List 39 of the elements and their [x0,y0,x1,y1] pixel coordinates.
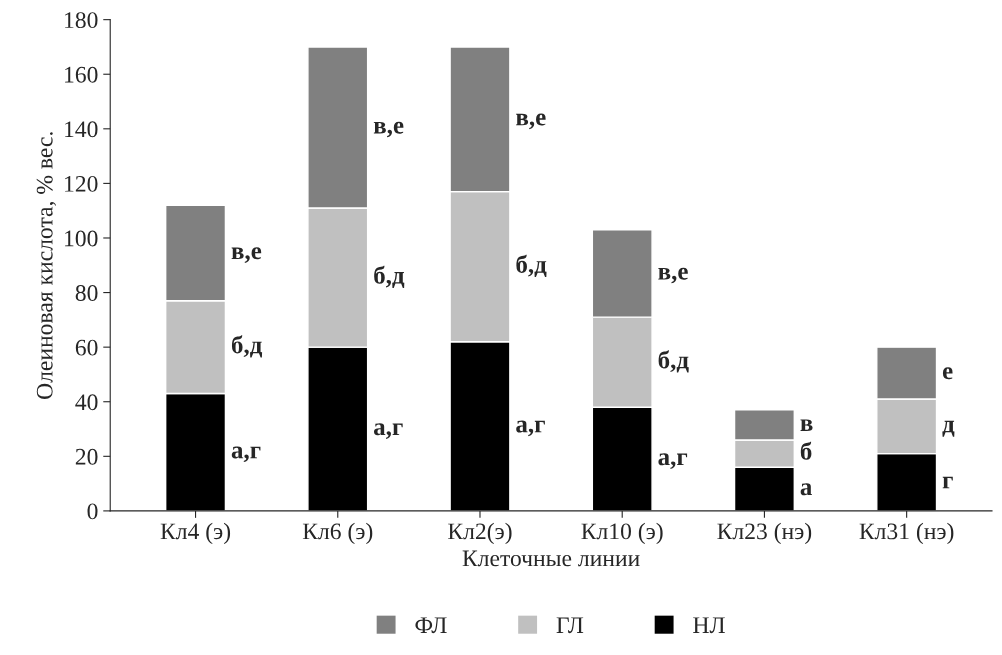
data-label: в,е [373,121,404,138]
y-tick-label: 180 [65,12,98,29]
legend-label: НЛ [693,617,725,634]
data-label: а,г [231,446,261,463]
data-label: б,д [374,265,405,288]
data-label: в [800,419,813,431]
data-label: а [800,483,812,496]
data-label: б [800,441,812,460]
x-tick-label: Кл6 (э) [302,522,373,545]
data-label: д [942,420,955,437]
y-tick-label: 120 [65,175,98,192]
y-tick-label: 140 [65,121,98,138]
data-label: в,е [516,113,546,130]
x-tick-label: Кл10 (э) [581,522,663,545]
data-label: а,г [658,453,688,469]
x-axis-title: Клеточные линии [462,550,640,567]
legend-label: ФЛ [415,617,447,634]
data-label: а,г [374,423,403,439]
y-axis-title: Олеиновая кислота, % вес. [36,132,57,399]
y-tick-label: 100 [65,230,98,247]
x-tick-label: Кл31 (нэ) [859,522,954,545]
data-label: е [942,367,953,380]
y-tick-label: 40 [75,394,98,411]
legend-label: ГЛ [556,617,584,634]
data-label: в,е [658,267,688,284]
data-label: б,д [658,350,689,373]
y-tick-label: 20 [75,448,98,465]
y-tick-label: 160 [65,66,98,83]
data-label: б,д [516,254,547,277]
data-label: а,г [516,420,545,437]
data-label: г [942,476,953,489]
y-tick-label: 80 [75,285,98,301]
x-tick-label: Кл23 (нэ) [717,522,812,545]
data-label: б,д [231,335,263,358]
x-tick-label: Кл4 (э) [160,522,231,545]
data-label: в,е [231,247,262,263]
y-tick-label: 60 [75,339,98,356]
y-tick-label: 0 [87,503,98,520]
x-tick-label: Кл2(э) [448,522,512,545]
